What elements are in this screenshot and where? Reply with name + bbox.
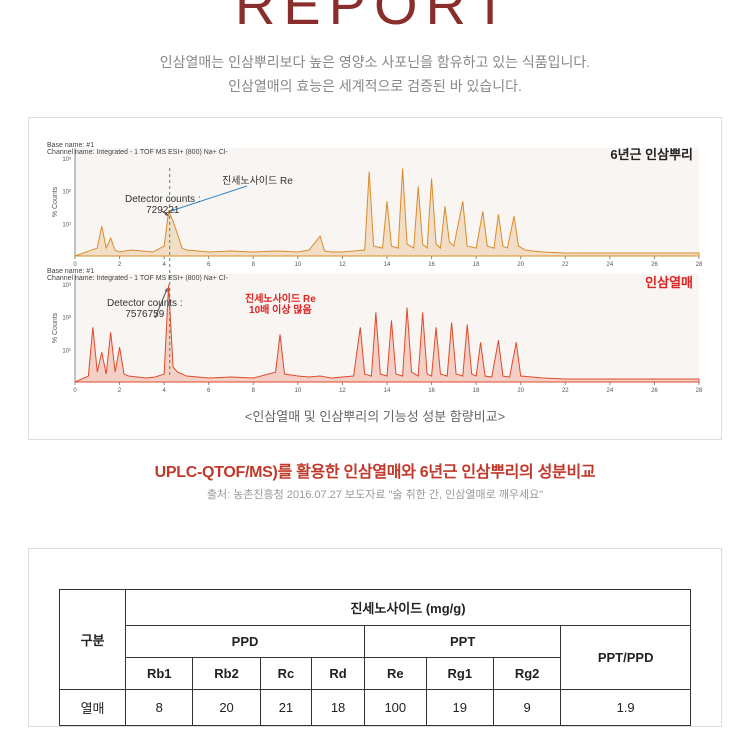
svg-text:% Counts: % Counts bbox=[52, 186, 59, 217]
highlight-text: UPLC-QTOF/MS)를 활용한 인삼열매와 6년근 인삼뿌리의 성분비교 bbox=[20, 458, 730, 482]
th-rb2: Rb2 bbox=[193, 657, 260, 689]
svg-text:12: 12 bbox=[339, 388, 346, 394]
svg-text:24: 24 bbox=[607, 262, 614, 268]
svg-text:14: 14 bbox=[384, 262, 391, 268]
cell: 21 bbox=[260, 689, 311, 725]
intro-line-1: 인삼열매는 인삼뿌리보다 높은 영양소 사포닌을 함유하고 있는 식품입니다. bbox=[20, 51, 730, 75]
svg-text:0: 0 bbox=[73, 388, 77, 394]
svg-text:2: 2 bbox=[118, 388, 122, 394]
svg-text:10: 10 bbox=[295, 262, 302, 268]
svg-text:28: 28 bbox=[696, 388, 703, 394]
svg-text:16: 16 bbox=[428, 262, 435, 268]
svg-text:10²: 10² bbox=[62, 189, 71, 195]
cell: 18 bbox=[312, 689, 365, 725]
th-rb1: Rb1 bbox=[126, 657, 193, 689]
svg-text:8: 8 bbox=[252, 388, 256, 394]
svg-text:22: 22 bbox=[562, 388, 569, 394]
th-rg2: Rg2 bbox=[493, 657, 560, 689]
table-card: 구분 진세노사이드 (mg/g) PPD PPT PPT/PPD Rb1Rb2R… bbox=[28, 548, 722, 727]
th-rg1: Rg1 bbox=[426, 657, 493, 689]
svg-text:10¹: 10¹ bbox=[62, 348, 71, 354]
cell: 1.9 bbox=[561, 689, 691, 725]
source-text: 출처: 농촌진흥청 2016.07.27 보도자료 "술 취한 간, 인삼열매로… bbox=[20, 486, 730, 502]
intro-text: 인삼열매는 인삼뿌리보다 높은 영양소 사포닌을 함유하고 있는 식품입니다. … bbox=[20, 51, 730, 99]
panel-meta-bottom: Base name: #1Channel name: Integrated - … bbox=[47, 268, 228, 282]
svg-text:10²: 10² bbox=[62, 315, 71, 321]
ginsenoside-table: 구분 진세노사이드 (mg/g) PPD PPT PPT/PPD Rb1Rb2R… bbox=[59, 589, 691, 726]
svg-text:16: 16 bbox=[428, 388, 435, 394]
row-label-fruit: 열매 bbox=[60, 689, 126, 725]
svg-text:% Counts: % Counts bbox=[52, 312, 59, 343]
svg-text:10¹: 10¹ bbox=[62, 222, 71, 228]
svg-text:20: 20 bbox=[517, 388, 524, 394]
th-rd: Rd bbox=[312, 657, 365, 689]
th-ratio: PPT/PPD bbox=[561, 625, 691, 689]
sample-label-fruit: 인삼열매 bbox=[645, 272, 693, 291]
cell: 9 bbox=[493, 689, 560, 725]
detector-count-top: Detector counts :729221 bbox=[125, 194, 201, 216]
svg-text:10: 10 bbox=[295, 388, 302, 394]
svg-text:4: 4 bbox=[162, 388, 166, 394]
th-main: 진세노사이드 (mg/g) bbox=[126, 589, 691, 625]
cell: 8 bbox=[126, 689, 193, 725]
chromatogram-svg: % Counts10¹10²10³02468101214161820222426… bbox=[47, 136, 707, 396]
intro-line-2: 인삼열매의 효능은 세계적으로 검증된 바 있습니다. bbox=[20, 75, 730, 99]
th-ppd: PPD bbox=[126, 625, 365, 657]
th-rc: Rc bbox=[260, 657, 311, 689]
anno-ginsenoside-re-top: 진세노사이드 Re bbox=[222, 176, 293, 187]
svg-text:28: 28 bbox=[696, 262, 703, 268]
page-title: REPORT bbox=[20, 0, 730, 37]
svg-text:8: 8 bbox=[252, 262, 256, 268]
th-category: 구분 bbox=[60, 589, 126, 689]
th-re: Re bbox=[365, 657, 427, 689]
chart-card: Base name: #1Channel name: Integrated - … bbox=[28, 117, 722, 440]
anno-ginsenoside-re-bottom: 진세노사이드 Re10배 이상 많음 bbox=[245, 294, 316, 316]
svg-text:18: 18 bbox=[473, 388, 480, 394]
svg-text:26: 26 bbox=[651, 388, 658, 394]
sample-label-root: 6년근 인삼뿌리 bbox=[610, 144, 693, 163]
svg-text:24: 24 bbox=[607, 388, 614, 394]
svg-text:18: 18 bbox=[473, 262, 480, 268]
th-ppt: PPT bbox=[365, 625, 561, 657]
svg-text:22: 22 bbox=[562, 262, 569, 268]
detector-count-bottom: Detector counts :7576759 bbox=[107, 298, 183, 320]
svg-text:14: 14 bbox=[384, 388, 391, 394]
svg-text:20: 20 bbox=[517, 262, 524, 268]
chart-caption: <인삼열매 및 인삼뿌리의 기능성 성분 함량비교> bbox=[47, 406, 703, 425]
svg-text:10³: 10³ bbox=[62, 282, 71, 288]
cell: 100 bbox=[365, 689, 427, 725]
chromatogram-area: Base name: #1Channel name: Integrated - … bbox=[47, 136, 703, 396]
panel-meta-top: Base name: #1Channel name: Integrated - … bbox=[47, 142, 228, 156]
cell: 19 bbox=[426, 689, 493, 725]
cell: 20 bbox=[193, 689, 260, 725]
svg-text:26: 26 bbox=[651, 262, 658, 268]
svg-text:10³: 10³ bbox=[62, 156, 71, 162]
svg-text:12: 12 bbox=[339, 262, 346, 268]
svg-text:6: 6 bbox=[207, 388, 211, 394]
